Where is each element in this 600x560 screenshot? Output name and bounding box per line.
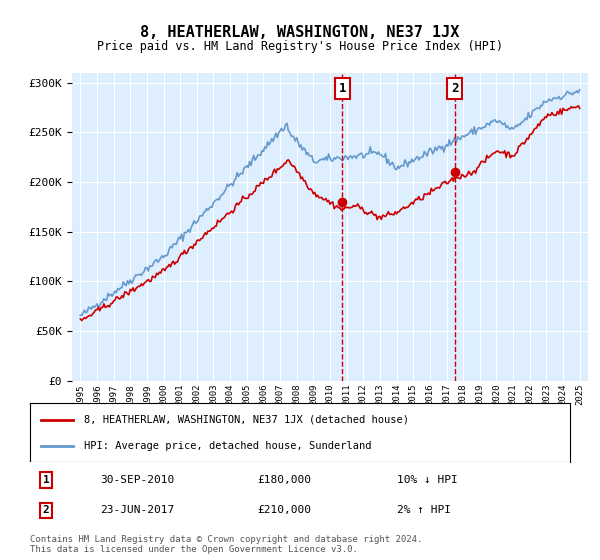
Text: 2: 2 (451, 82, 458, 95)
Text: HPI: Average price, detached house, Sunderland: HPI: Average price, detached house, Sund… (84, 441, 371, 451)
Text: 30-SEP-2010: 30-SEP-2010 (100, 475, 175, 485)
Text: 8, HEATHERLAW, WASHINGTON, NE37 1JX: 8, HEATHERLAW, WASHINGTON, NE37 1JX (140, 25, 460, 40)
Text: £180,000: £180,000 (257, 475, 311, 485)
Text: 2% ↑ HPI: 2% ↑ HPI (397, 505, 451, 515)
Text: Contains HM Land Registry data © Crown copyright and database right 2024.
This d: Contains HM Land Registry data © Crown c… (30, 535, 422, 554)
Text: 2: 2 (43, 505, 50, 515)
Text: £210,000: £210,000 (257, 505, 311, 515)
Text: 1: 1 (339, 82, 346, 95)
Text: 10% ↓ HPI: 10% ↓ HPI (397, 475, 458, 485)
Text: 1: 1 (43, 475, 50, 485)
Text: 8, HEATHERLAW, WASHINGTON, NE37 1JX (detached house): 8, HEATHERLAW, WASHINGTON, NE37 1JX (det… (84, 414, 409, 424)
Text: Price paid vs. HM Land Registry's House Price Index (HPI): Price paid vs. HM Land Registry's House … (97, 40, 503, 53)
Text: 23-JUN-2017: 23-JUN-2017 (100, 505, 175, 515)
